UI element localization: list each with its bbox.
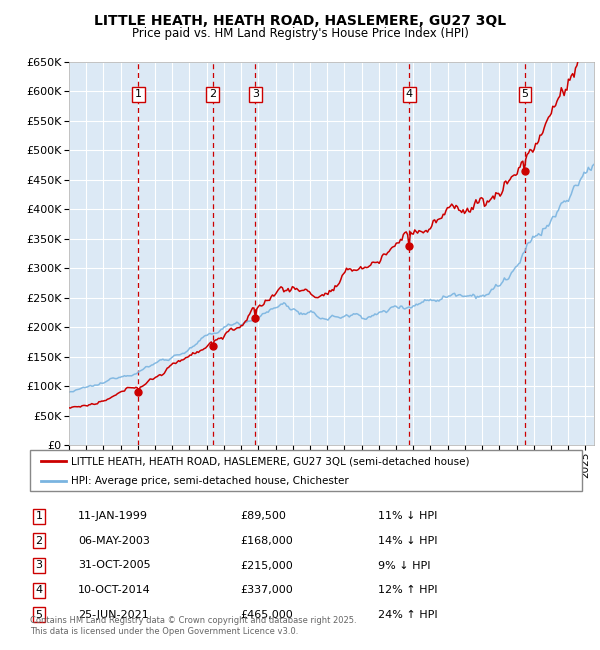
Text: 4: 4 [406, 89, 413, 99]
Text: Contains HM Land Registry data © Crown copyright and database right 2025.
This d: Contains HM Land Registry data © Crown c… [30, 616, 356, 636]
Text: £168,000: £168,000 [240, 536, 293, 546]
Text: 1: 1 [135, 89, 142, 99]
Text: 2: 2 [209, 89, 216, 99]
Text: 06-MAY-2003: 06-MAY-2003 [78, 536, 150, 546]
Text: 25-JUN-2021: 25-JUN-2021 [78, 610, 149, 620]
Text: 9% ↓ HPI: 9% ↓ HPI [378, 560, 431, 571]
Text: 11% ↓ HPI: 11% ↓ HPI [378, 511, 437, 521]
Text: 14% ↓ HPI: 14% ↓ HPI [378, 536, 437, 546]
Text: £89,500: £89,500 [240, 511, 286, 521]
Text: LITTLE HEATH, HEATH ROAD, HASLEMERE, GU27 3QL (semi-detached house): LITTLE HEATH, HEATH ROAD, HASLEMERE, GU2… [71, 456, 470, 466]
Text: 5: 5 [521, 89, 529, 99]
Text: 11-JAN-1999: 11-JAN-1999 [78, 511, 148, 521]
Text: £215,000: £215,000 [240, 560, 293, 571]
Text: £465,000: £465,000 [240, 610, 293, 620]
Text: Price paid vs. HM Land Registry's House Price Index (HPI): Price paid vs. HM Land Registry's House … [131, 27, 469, 40]
Text: 3: 3 [35, 560, 43, 571]
Text: 12% ↑ HPI: 12% ↑ HPI [378, 585, 437, 595]
Text: 2: 2 [35, 536, 43, 546]
Text: 10-OCT-2014: 10-OCT-2014 [78, 585, 151, 595]
Text: 31-OCT-2005: 31-OCT-2005 [78, 560, 151, 571]
Text: 24% ↑ HPI: 24% ↑ HPI [378, 610, 437, 620]
Text: £337,000: £337,000 [240, 585, 293, 595]
Text: HPI: Average price, semi-detached house, Chichester: HPI: Average price, semi-detached house,… [71, 476, 349, 486]
Text: 5: 5 [35, 610, 43, 620]
Text: LITTLE HEATH, HEATH ROAD, HASLEMERE, GU27 3QL: LITTLE HEATH, HEATH ROAD, HASLEMERE, GU2… [94, 14, 506, 29]
Text: 1: 1 [35, 511, 43, 521]
Text: 4: 4 [35, 585, 43, 595]
Text: 3: 3 [252, 89, 259, 99]
